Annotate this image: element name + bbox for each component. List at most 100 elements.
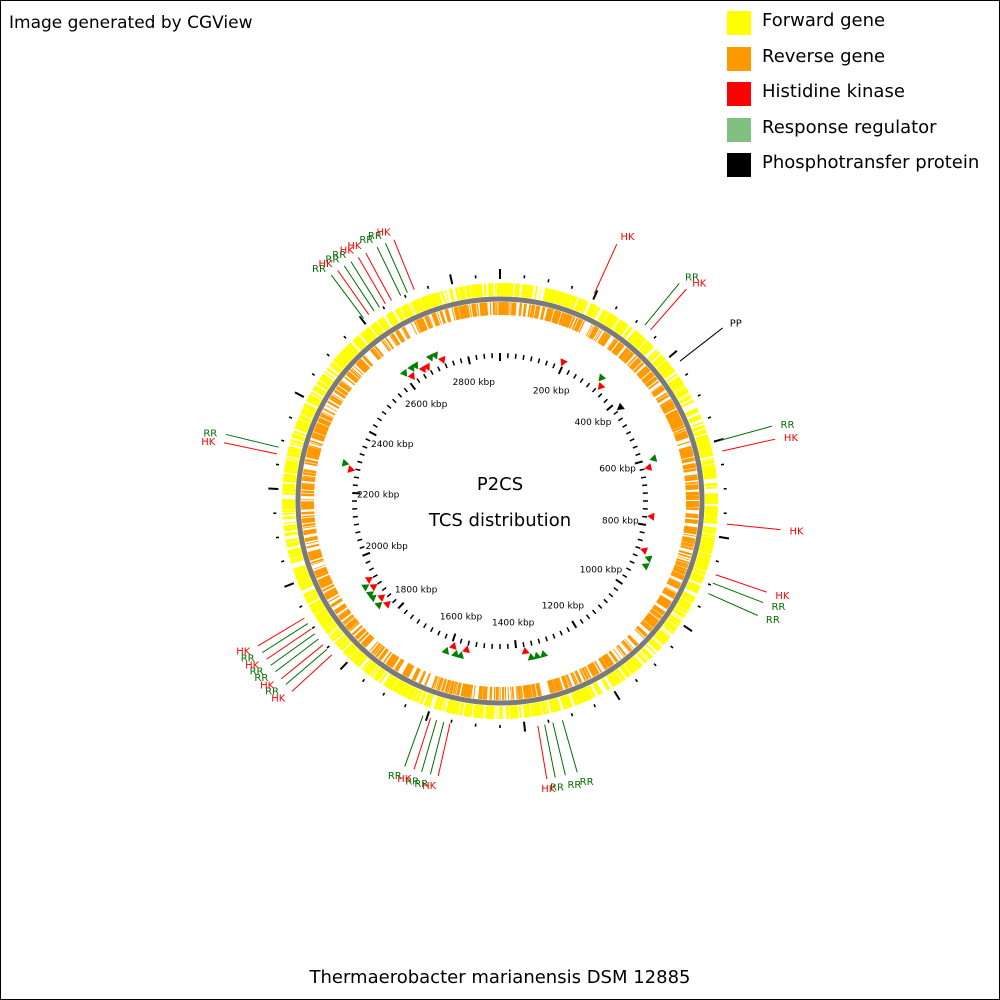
forward-gene bbox=[523, 704, 528, 718]
reverse-gene bbox=[665, 409, 678, 417]
forward-gene bbox=[367, 326, 377, 339]
forward-gene bbox=[341, 641, 352, 651]
reverse-gene bbox=[303, 469, 317, 474]
legend-label-histidine-kinase: Histidine kinase bbox=[762, 81, 905, 102]
reverse-gene bbox=[520, 685, 524, 699]
reverse-gene bbox=[651, 385, 664, 395]
forward-gene bbox=[561, 695, 568, 709]
reverse-gene bbox=[328, 594, 341, 603]
reverse-gene bbox=[313, 564, 326, 570]
reverse-gene bbox=[662, 404, 675, 412]
inner-tick bbox=[622, 574, 628, 578]
reverse-gene bbox=[308, 446, 322, 452]
reverse-gene bbox=[617, 644, 627, 656]
outer-tick bbox=[450, 719, 453, 723]
rr-callout-line bbox=[544, 724, 556, 778]
reverse-gene bbox=[565, 674, 573, 688]
reverse-gene bbox=[674, 432, 688, 439]
forward-gene bbox=[463, 703, 467, 717]
reverse-gene bbox=[667, 413, 680, 421]
forward-gene bbox=[703, 474, 717, 479]
legend-label-reverse-gene: Reverse gene bbox=[762, 45, 886, 67]
inner-tick bbox=[603, 398, 608, 404]
inner-tick bbox=[613, 586, 619, 592]
forward-gene bbox=[368, 664, 378, 676]
reverse-gene bbox=[452, 681, 458, 695]
reverse-gene bbox=[421, 317, 428, 330]
forward-gene bbox=[402, 305, 411, 318]
reverse-gene bbox=[416, 319, 425, 333]
reverse-gene bbox=[353, 365, 364, 376]
outer-tick bbox=[343, 335, 347, 339]
reverse-gene bbox=[348, 371, 360, 381]
forward-gene bbox=[660, 627, 672, 637]
forward-gene bbox=[614, 320, 625, 333]
forward-gene bbox=[329, 362, 343, 373]
forward-gene bbox=[293, 431, 306, 437]
reverse-gene bbox=[419, 318, 427, 331]
reverse-gene bbox=[374, 346, 384, 357]
rr-marker bbox=[430, 351, 438, 360]
forward-gene bbox=[419, 691, 426, 705]
reverse-gene bbox=[683, 528, 697, 533]
hk-callout-line bbox=[437, 723, 451, 777]
forward-gene bbox=[698, 448, 713, 455]
forward-gene bbox=[632, 655, 643, 667]
rr-callout-line bbox=[330, 274, 364, 319]
reverse-gene bbox=[484, 302, 488, 316]
rr-callout-label: RR bbox=[766, 615, 780, 626]
outer-tick bbox=[653, 335, 657, 339]
inner-tick bbox=[606, 404, 614, 412]
forward-gene bbox=[406, 686, 413, 699]
reverse-gene bbox=[306, 453, 320, 459]
reverse-gene bbox=[302, 478, 316, 483]
reverse-gene bbox=[522, 685, 527, 699]
reverse-gene bbox=[590, 662, 599, 675]
reverse-gene bbox=[444, 679, 451, 693]
forward-gene bbox=[697, 552, 712, 559]
scale-label: 1200 kbp bbox=[542, 602, 585, 612]
forward-gene bbox=[345, 645, 357, 657]
forward-gene bbox=[523, 284, 529, 298]
reverse-gene bbox=[620, 641, 631, 653]
reverse-gene-track bbox=[300, 301, 700, 701]
reverse-gene bbox=[643, 374, 655, 385]
reverse-gene bbox=[302, 523, 316, 527]
forward-gene bbox=[304, 402, 317, 410]
reverse-gene bbox=[685, 514, 699, 518]
forward-gene bbox=[390, 311, 400, 324]
forward-gene bbox=[461, 286, 466, 300]
forward-gene bbox=[367, 664, 377, 676]
hk-callout-label: HK bbox=[376, 227, 391, 238]
reverse-gene bbox=[535, 683, 540, 697]
forward-gene bbox=[413, 299, 422, 313]
forward-gene bbox=[299, 581, 313, 589]
reverse-gene bbox=[516, 686, 519, 700]
reverse-gene bbox=[566, 315, 573, 328]
reverse-gene bbox=[461, 683, 468, 697]
reverse-gene bbox=[594, 329, 603, 342]
outer-tick bbox=[547, 279, 550, 283]
scale-label: 400 kbp bbox=[575, 418, 612, 428]
forward-gene bbox=[599, 310, 609, 324]
forward-gene bbox=[589, 304, 598, 318]
inner-tick bbox=[530, 356, 533, 362]
outer-tick bbox=[613, 690, 621, 701]
forward-gene bbox=[630, 657, 641, 669]
forward-gene bbox=[458, 702, 464, 716]
forward-gene bbox=[636, 652, 648, 664]
forward-gene bbox=[672, 609, 685, 619]
reverse-gene bbox=[586, 664, 595, 677]
reverse-gene bbox=[381, 340, 391, 352]
reverse-gene bbox=[510, 686, 512, 700]
inner-tick bbox=[416, 378, 421, 384]
outer-tick bbox=[268, 487, 279, 490]
reverse-gene bbox=[671, 423, 684, 430]
inner-tick bbox=[357, 460, 363, 464]
reverse-gene bbox=[313, 428, 327, 436]
forward-gene bbox=[463, 703, 469, 717]
forward-gene bbox=[547, 288, 553, 303]
outer-tick bbox=[670, 645, 674, 649]
reverse-gene bbox=[438, 677, 443, 691]
reverse-gene bbox=[573, 318, 582, 332]
